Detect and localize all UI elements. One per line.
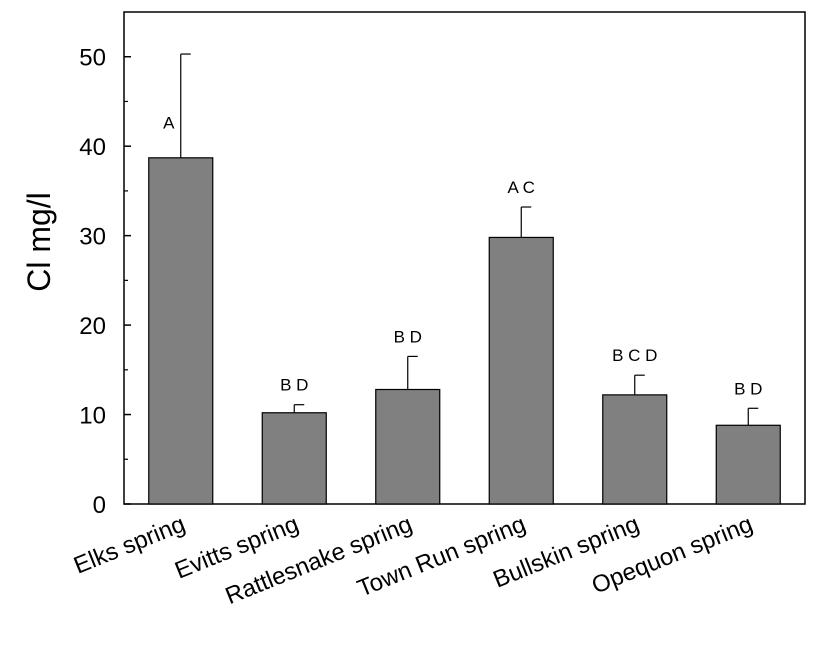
y-tick-label: 40 <box>79 134 106 161</box>
y-tick-label: 50 <box>79 45 106 72</box>
significance-label: B D <box>280 376 308 395</box>
y-tick-label: 10 <box>79 403 106 430</box>
bar <box>148 157 214 505</box>
y-tick-label: 30 <box>79 224 106 251</box>
significance-label: B C D <box>612 346 657 365</box>
y-tick-label: 20 <box>79 313 106 340</box>
significance-label: B D <box>394 327 422 346</box>
y-tick-label: 0 <box>93 492 106 519</box>
x-tick-label: Elks spring <box>70 511 189 580</box>
significance-label: A <box>163 113 175 132</box>
plot-area <box>123 11 806 505</box>
bars <box>148 157 781 505</box>
bar <box>715 424 781 505</box>
significance-label: A C <box>508 178 535 197</box>
x-tick-label: Rattlesnake spring <box>222 511 416 610</box>
y-axis-label: Cl mg/l <box>21 192 57 292</box>
bar <box>602 394 668 505</box>
plot-frame <box>123 11 806 505</box>
bar <box>375 388 441 505</box>
significance-label: B D <box>734 379 762 398</box>
error-bars <box>180 53 759 426</box>
bar <box>261 412 327 505</box>
significance-labels: A B D B D A C B C D B D <box>163 113 762 398</box>
bar <box>488 236 554 505</box>
y-axis: 0 10 20 30 40 50 <box>79 45 131 519</box>
